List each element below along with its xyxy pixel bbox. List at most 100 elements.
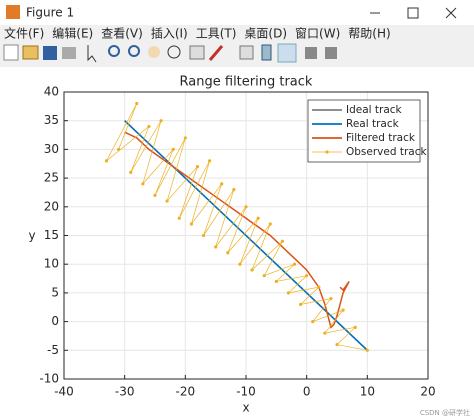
marker: [208, 159, 212, 163]
tool-zoom-out[interactable]: [128, 45, 140, 57]
menu-item[interactable]: 帮助(H): [348, 27, 390, 41]
marker: [323, 331, 327, 335]
marker: [159, 119, 163, 123]
axes-frame: [63, 91, 429, 380]
marker: [274, 279, 278, 284]
y-tick-label: 0: [51, 314, 59, 328]
marker: [177, 216, 181, 220]
tool-brush[interactable]: [208, 45, 224, 61]
x-tick-label: -20: [176, 385, 196, 399]
y-tick-label: -5: [47, 343, 59, 357]
tool-link[interactable]: [239, 45, 254, 60]
tool-pan[interactable]: [148, 46, 160, 58]
menu-item[interactable]: 桌面(D): [244, 27, 287, 41]
tool-open[interactable]: [22, 45, 39, 60]
marker: [305, 274, 309, 278]
app-icon: [6, 5, 20, 19]
marker: [141, 182, 145, 186]
tool-new[interactable]: [3, 44, 19, 61]
title-bar: [0, 0, 474, 25]
marker: [329, 297, 333, 301]
legend-label: Observed track: [346, 146, 427, 158]
tool-colorbar[interactable]: [261, 44, 272, 61]
legend-label: Filtered track: [346, 132, 416, 144]
marker: [183, 136, 187, 140]
marker: [214, 245, 218, 249]
marker: [335, 342, 339, 347]
marker: [286, 291, 291, 295]
marker: [268, 222, 272, 226]
marker: [353, 325, 357, 329]
marker: [244, 205, 248, 209]
marker: [365, 348, 369, 352]
marker: [311, 320, 315, 324]
toolbar: [3, 43, 337, 63]
marker: [189, 222, 193, 226]
marker: [195, 165, 200, 169]
tool-hide[interactable]: [305, 47, 317, 59]
marker: [292, 262, 297, 266]
tool-zoom-in[interactable]: [108, 45, 120, 57]
x-tick-label: 0: [303, 385, 311, 399]
marker: [256, 216, 260, 220]
menu-bar: 文件(F) 编辑(E) 查看(V) 插入(I) 工具(T) 桌面(D) 窗口(W) 帮助(H): [4, 26, 391, 41]
close-button[interactable]: [445, 7, 457, 19]
tool-pointer[interactable]: [87, 45, 97, 63]
marker: [104, 159, 109, 163]
y-tick-label: 30: [44, 142, 59, 156]
menu-item[interactable]: 窗口(W): [295, 27, 340, 41]
watermark: CSDN @研学社: [420, 408, 470, 417]
window-title: Figure 1: [26, 6, 74, 20]
marker: [250, 268, 254, 272]
x-tick-label: 20: [420, 385, 435, 399]
marker: [232, 187, 236, 192]
x-tick-label: -10: [236, 385, 256, 399]
menu-item[interactable]: 插入(I): [151, 27, 188, 41]
y-tick-label: 5: [51, 285, 59, 299]
tool-save[interactable]: [43, 46, 57, 60]
y-tick-label: 10: [44, 257, 59, 271]
marker: [341, 308, 345, 312]
legend-marker: [325, 150, 329, 154]
x-tick-label: -30: [115, 385, 135, 399]
y-axis-label: y: [28, 229, 35, 243]
marker: [226, 251, 230, 255]
y-tick-label: 40: [44, 85, 59, 99]
marker: [171, 147, 175, 151]
menu-item[interactable]: 编辑(E): [52, 26, 93, 41]
marker: [147, 124, 151, 129]
marker: [262, 274, 266, 278]
y-tick-label: 20: [44, 199, 59, 213]
marker: [220, 182, 224, 186]
y-tick-label: -10: [39, 372, 59, 386]
tool-print[interactable]: [62, 47, 76, 59]
menu-item[interactable]: 查看(V): [101, 27, 143, 41]
menu-item[interactable]: 工具(T): [196, 27, 237, 41]
x-tick-label: 10: [360, 385, 375, 399]
legend-label: Real track: [346, 118, 400, 130]
tool-legend[interactable]: [277, 43, 297, 63]
marker: [317, 285, 321, 289]
tool-datacursor[interactable]: [189, 45, 205, 60]
legend-label: Ideal track: [346, 104, 403, 116]
series-line: [106, 103, 368, 351]
x-tick-label: -40: [54, 385, 74, 399]
marker: [153, 193, 157, 197]
x-axis-label: x: [242, 401, 249, 415]
chart-title: Range filtering track: [180, 75, 313, 90]
tool-rotate[interactable]: [167, 45, 181, 59]
y-tick-label: 35: [44, 113, 59, 127]
marker: [201, 233, 206, 238]
menu-item[interactable]: 文件(F): [4, 26, 44, 41]
maximize-button[interactable]: [407, 7, 419, 19]
marker: [299, 302, 303, 306]
marker: [280, 239, 284, 243]
marker: [117, 147, 121, 151]
y-tick-label: 15: [44, 228, 59, 242]
marker: [165, 199, 169, 203]
tool-dock[interactable]: [325, 47, 337, 59]
y-tick-label: 25: [44, 171, 59, 185]
series-line: [124, 131, 350, 329]
marker: [129, 170, 133, 174]
